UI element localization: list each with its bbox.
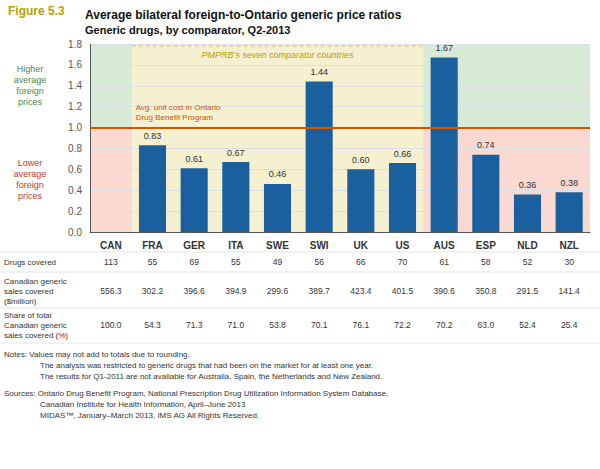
svg-text:52.4: 52.4 [519,320,536,330]
svg-text:sales covered: sales covered [4,287,53,296]
svg-text:1.44: 1.44 [310,67,328,77]
svg-text:prices: prices [18,97,43,107]
svg-text:UK: UK [354,240,369,251]
svg-text:0.8: 0.8 [68,143,82,154]
svg-text:1.0: 1.0 [68,122,82,133]
svg-text:401.5: 401.5 [392,286,414,296]
svg-text:0.67: 0.67 [227,148,245,158]
svg-text:0.61: 0.61 [185,154,203,164]
svg-text:302.2: 302.2 [142,286,164,296]
svg-text:0.74: 0.74 [477,140,495,150]
svg-text:GER: GER [183,240,205,251]
svg-text:76.1: 76.1 [353,320,370,330]
svg-text:71.3: 71.3 [186,320,203,330]
svg-text:0.66: 0.66 [394,149,412,159]
svg-text:55: 55 [231,257,241,267]
svg-text:100.0: 100.0 [100,320,122,330]
svg-text:US: US [396,240,410,251]
svg-text:30: 30 [564,257,574,267]
svg-text:1.8: 1.8 [68,39,82,50]
svg-text:396.6: 396.6 [184,286,206,296]
svg-text:0.6: 0.6 [68,164,82,175]
svg-text:291.5: 291.5 [517,286,539,296]
svg-text:NZL: NZL [559,240,578,251]
svg-text:66: 66 [356,257,366,267]
svg-text:113: 113 [104,257,118,267]
svg-text:54.3: 54.3 [144,320,161,330]
svg-text:0.83: 0.83 [144,131,162,141]
svg-text:($million): ($million) [4,297,37,306]
svg-text:72.2: 72.2 [394,320,411,330]
svg-text:MIDAS™, January–March 2013, IM: MIDAS™, January–March 2013, IMS AG All R… [40,411,259,420]
svg-text:0.0: 0.0 [68,227,82,238]
svg-text:49: 49 [273,257,283,267]
svg-text:Share of total: Share of total [4,311,52,320]
svg-text:Average bilateral foreign-to-O: Average bilateral foreign-to-Ontario gen… [85,8,402,22]
svg-text:prices: prices [18,191,43,201]
svg-text:71.0: 71.0 [228,320,245,330]
svg-text:Canadian Institute for Health: Canadian Institute for Health Informatio… [40,400,246,409]
svg-text:ESP: ESP [476,240,496,251]
svg-text:average: average [14,75,47,85]
svg-text:SWI: SWI [310,240,329,251]
svg-text:1.6: 1.6 [68,59,82,70]
svg-text:0.4: 0.4 [68,185,82,196]
svg-text:0.46: 0.46 [269,169,287,179]
svg-text:NLD: NLD [517,240,538,251]
svg-text:SWE: SWE [266,240,289,251]
svg-text:141.4: 141.4 [559,286,581,296]
svg-text:58: 58 [481,257,491,267]
svg-text:389.7: 389.7 [309,286,331,296]
svg-text:350.8: 350.8 [475,286,497,296]
svg-text:Drug Benefit Program: Drug Benefit Program [136,113,214,122]
svg-text:Figure 5.3: Figure 5.3 [8,4,65,18]
svg-text:0.60: 0.60 [352,155,370,165]
svg-text:70.1: 70.1 [311,320,328,330]
svg-text:55: 55 [148,257,158,267]
svg-text:foreign: foreign [16,86,44,96]
svg-text:Notes: Values may not add to t: Notes: Values may not add to totals due … [4,350,190,359]
svg-text:0.2: 0.2 [68,206,82,217]
svg-text:61: 61 [439,257,449,267]
svg-text:average: average [14,169,47,179]
svg-text:AUS: AUS [434,240,455,251]
svg-text:The analysis was restricted to: The analysis was restricted to generic d… [40,361,373,370]
svg-text:sales covered (%): sales covered (%) [4,331,68,340]
svg-text:0.38: 0.38 [560,178,578,188]
svg-text:70: 70 [398,257,408,267]
svg-text:70.2: 70.2 [436,320,453,330]
svg-text:63.0: 63.0 [478,320,495,330]
svg-text:FRA: FRA [142,240,163,251]
svg-text:69: 69 [189,257,199,267]
svg-text:25.4: 25.4 [561,320,578,330]
svg-text:556.3: 556.3 [100,286,122,296]
svg-text:The results for Q1-2011 are no: The results for Q1-2011 are not availabl… [40,372,382,381]
svg-text:Higher: Higher [17,64,44,74]
svg-text:390.6: 390.6 [434,286,456,296]
svg-text:1.67: 1.67 [435,43,453,53]
svg-text:Generic drugs, by comparator,: Generic drugs, by comparator, Q2-2013 [85,24,290,36]
svg-text:52: 52 [523,257,533,267]
svg-text:Avg. unit cost in Ontario: Avg. unit cost in Ontario [136,103,221,112]
svg-text:0.36: 0.36 [519,180,537,190]
svg-text:Lower: Lower [18,158,43,168]
svg-text:PMPRB’s seven comparator count: PMPRB’s seven comparator countries [202,50,354,60]
svg-text:CAN: CAN [100,240,122,251]
svg-text:Sources: Ontario Drug Benefit: Sources: Ontario Drug Benefit Program, N… [4,389,388,398]
svg-text:423.4: 423.4 [350,286,372,296]
svg-text:1.2: 1.2 [68,101,82,112]
svg-text:394.9: 394.9 [225,286,247,296]
svg-text:53.8: 53.8 [269,320,286,330]
svg-text:Drugs covered: Drugs covered [4,258,56,267]
svg-text:Canadian generic: Canadian generic [4,277,67,286]
svg-text:1.4: 1.4 [68,80,82,91]
svg-text:Canadian generic: Canadian generic [4,321,67,330]
svg-text:56: 56 [314,257,324,267]
svg-text:299.6: 299.6 [267,286,289,296]
svg-text:ITA: ITA [228,240,243,251]
svg-text:foreign: foreign [16,180,44,190]
